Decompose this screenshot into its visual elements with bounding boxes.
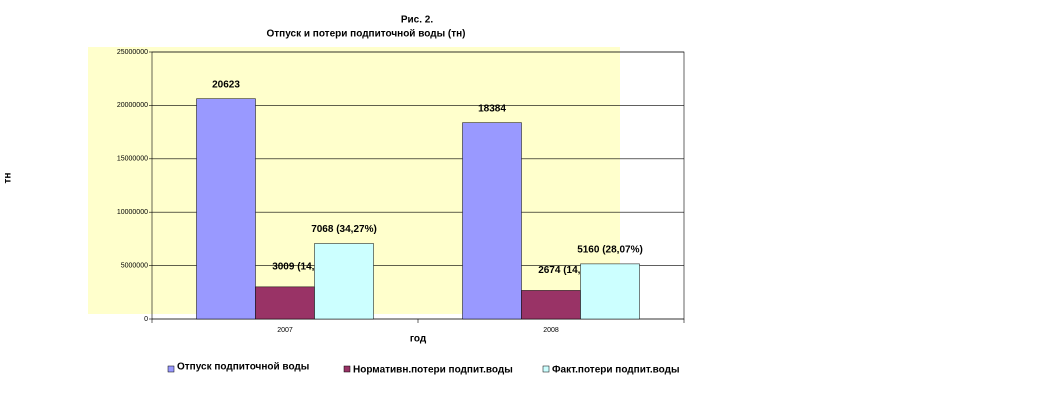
data-label: 5160 (28,07%) [577,245,643,256]
bar [462,122,522,320]
bar [196,98,256,320]
legend-label: Отпуск подпиточной воды [177,362,309,373]
data-label: 7068 (34,27%) [311,224,377,235]
chart-subtitle: Отпуск и потери подпиточной воды (тн) [266,29,465,40]
y-tick-label: 0 [144,316,148,323]
bar [314,243,374,320]
bar [521,290,581,320]
legend-swatch [343,365,351,373]
chart-title: Рис. 2. [401,15,433,26]
legend-swatch [167,365,175,373]
y-tick-label: 10000000 [117,209,148,216]
data-label: 3009 (14,59%) [272,262,338,273]
y-tick-label: 5000000 [121,262,148,269]
x-tick-label: 2008 [543,327,559,334]
y-axis-label: тн [3,173,14,184]
data-label: 2674 (14,55%) [538,265,604,276]
legend-swatch [542,365,550,373]
y-tick-label: 25000000 [117,49,148,56]
legend-label: Факт.потери подпит.воды [552,365,680,376]
data-label: 18384 [478,103,506,114]
bar [580,263,640,320]
bar [255,286,315,320]
y-tick-label: 15000000 [117,156,148,163]
x-tick-label: 2007 [277,327,293,334]
y-tick-label: 20000000 [117,102,148,109]
data-label: 20623 [212,79,240,90]
legend-label: Нормативн.потери подпит.воды [353,365,513,376]
x-axis-label: год [410,334,427,345]
